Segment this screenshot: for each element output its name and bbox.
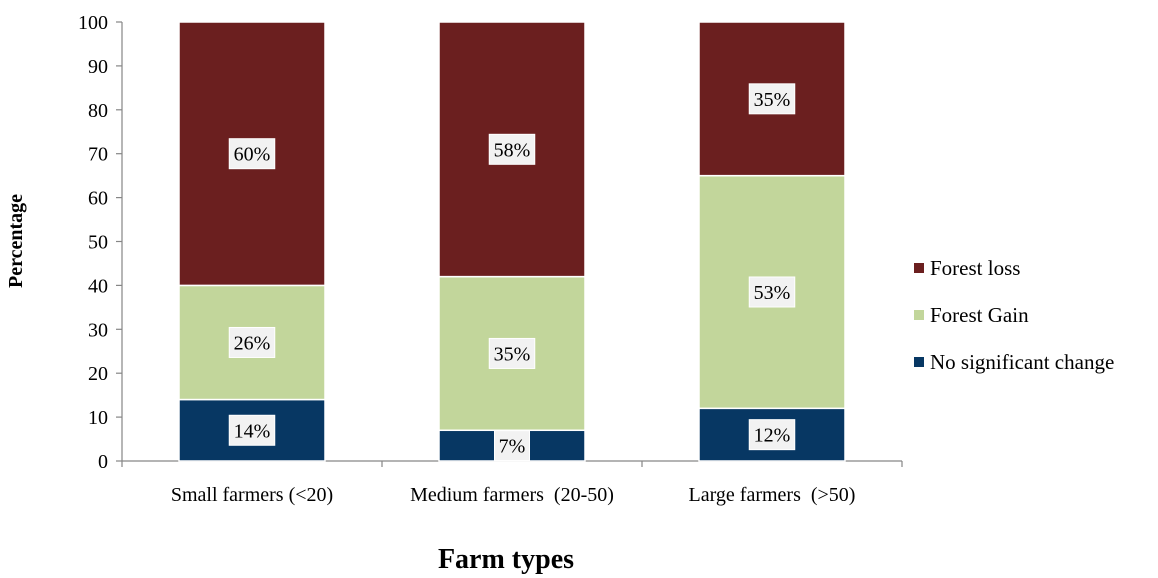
legend-label: Forest Gain [930,303,1029,327]
legend-swatch [914,263,924,273]
x-tick-label: Medium farmers (20-50) [410,484,614,506]
y-axis-title: Percentage [5,194,27,288]
data-label: 58% [494,139,531,161]
bar-segment [698,174,846,410]
x-axis-title: Farm types [438,544,574,575]
y-tick-label: 70 [88,144,108,166]
legend-swatch [914,357,924,367]
data-label: 14% [234,420,271,442]
y-tick-label: 10 [88,407,108,429]
y-tick-label: 60 [88,188,108,210]
legend: Forest loss Forest Gain No significant cha… [914,256,1114,374]
data-label-box [228,414,276,446]
data-label: 12% [754,425,791,447]
data-label: 7% [499,436,526,458]
x-axis: Small farmers (<20) Medium farmers (20-50… [121,460,903,506]
x-tick-label: Small farmers (<20) [171,484,333,506]
data-label-box [748,83,796,115]
data-labels: 14% 26% 60% 7% 35% 58% 12% 53% 35% [228,83,796,462]
data-label: 35% [754,89,791,111]
y-axis: 0 10 20 30 40 50 60 70 80 90 100 [78,12,123,473]
data-label-box [488,337,536,369]
y-tick-label: 90 [88,56,108,78]
y-tick-label: 40 [88,275,108,297]
legend-swatch [914,310,924,320]
legend-label: Forest loss [930,256,1020,280]
y-tick-label: 50 [88,232,108,254]
y-tick-label: 100 [78,12,108,34]
data-label-box [748,276,796,308]
y-tick-label: 0 [98,451,108,473]
y-tick-label: 30 [88,319,108,341]
y-tick-label: 80 [88,100,108,122]
legend-label: No significant change [930,350,1114,374]
data-label-box [488,133,536,165]
y-tick-label: 20 [88,363,108,385]
data-label: 35% [494,343,531,365]
bars [178,21,846,462]
data-label: 26% [234,332,271,354]
data-label: 53% [754,282,791,304]
data-label-box [228,138,276,170]
data-label: 60% [234,144,271,166]
data-label-box [228,326,276,358]
data-label-box [494,430,530,462]
x-tick-label: Large farmers (>50) [689,484,856,506]
data-label-box [748,419,796,451]
